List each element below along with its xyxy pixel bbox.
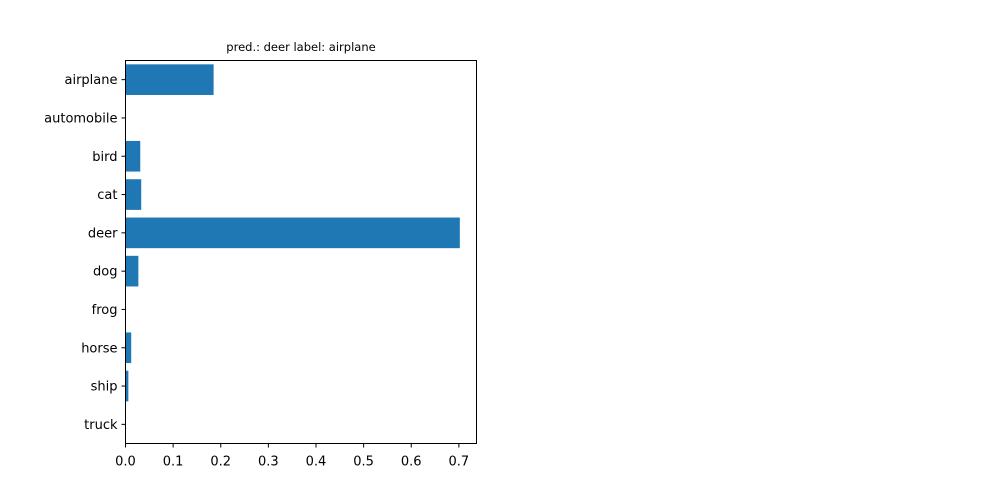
y-tick-label-automobile: automobile [44, 111, 117, 126]
y-axis: airplane automobile bird cat deer dog frog hors… [44, 73, 126, 433]
bar-dog [125, 255, 139, 287]
y-tick-label-deer: deer [88, 226, 118, 241]
y-tick-label-dog: dog [93, 265, 117, 280]
bar-ship [125, 370, 129, 402]
chart-title: pred.: deer label: airplane [226, 40, 375, 54]
x-tick-label: 0.0 [115, 455, 136, 470]
x-tick-label: 0.3 [258, 455, 279, 470]
x-axis: 0.0 0.1 0.2 0.3 0.4 0.5 0.6 0.7 [115, 443, 470, 470]
y-tick-label-cat: cat [97, 188, 117, 203]
x-tick-label: 0.5 [353, 455, 374, 470]
airplane-image [548, 76, 901, 429]
x-tick-label: 0.6 [401, 455, 422, 470]
bar-chart-panel: pred.: deer label: airplane airplane auto… [44, 40, 477, 470]
x-tick-label: 0.1 [163, 455, 184, 470]
bar-group [125, 64, 460, 440]
y-tick-label-truck: truck [84, 418, 118, 433]
bar-bird [125, 140, 141, 172]
y-tick-label-frog: frog [92, 303, 118, 318]
plot-frame [125, 60, 477, 444]
y-tick-label-bird: bird [92, 150, 117, 165]
bar-deer [125, 217, 460, 249]
x-tick-label: 0.2 [210, 455, 231, 470]
bar-horse [125, 332, 132, 364]
bar-airplane [125, 64, 214, 95]
x-tick-label: 0.4 [306, 455, 327, 470]
x-tick-label: 0.7 [449, 455, 470, 470]
y-tick-label-airplane: airplane [65, 73, 118, 88]
y-tick-label-ship: ship [91, 380, 118, 395]
bar-cat [125, 179, 142, 210]
y-tick-label-horse: horse [81, 341, 117, 356]
